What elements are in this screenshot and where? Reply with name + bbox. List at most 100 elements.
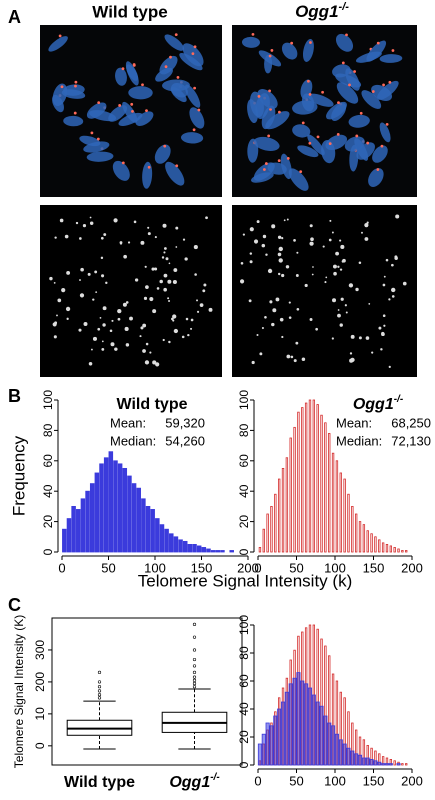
histogram-bar xyxy=(300,680,305,766)
telomere-spot xyxy=(173,328,179,334)
x-axis-label: Telomere Signal Intensity (k) xyxy=(138,571,352,590)
telomere-spot xyxy=(361,231,363,234)
y-tick-label: 0 xyxy=(33,742,47,749)
telomere-spot xyxy=(194,273,197,276)
telomere-spot xyxy=(123,254,127,259)
histogram-bar xyxy=(396,763,401,766)
telomere-spot xyxy=(174,33,178,37)
telomere-spot xyxy=(59,218,64,223)
telomere-spot xyxy=(309,317,313,321)
telomere-spot xyxy=(101,274,105,278)
telomere-spot xyxy=(277,272,281,276)
telomere-spot xyxy=(74,84,77,88)
x-tick-label: 100 xyxy=(324,560,346,575)
telomere-spot xyxy=(328,238,332,242)
telomere-spot xyxy=(140,326,144,330)
telomere-spot xyxy=(339,268,343,271)
telomere-spot xyxy=(140,240,145,245)
histogram-bar xyxy=(320,414,323,553)
telomere-spot xyxy=(355,287,359,292)
histogram-bar xyxy=(351,505,354,553)
outlier xyxy=(192,635,197,639)
telomere-spot xyxy=(53,335,57,339)
telomere-spot xyxy=(342,258,346,263)
telomere-spot xyxy=(164,247,167,250)
histogram-bar xyxy=(127,475,132,553)
telomere-spot xyxy=(256,333,259,336)
telomere-spot xyxy=(249,260,253,264)
telomere-spot xyxy=(315,327,318,331)
telomere-spot xyxy=(340,297,344,301)
y-axis-label: Frequency xyxy=(9,435,28,516)
chromosome xyxy=(154,144,171,164)
telomere-spot xyxy=(272,308,277,313)
histogram-bar xyxy=(296,672,301,766)
histogram-bar xyxy=(220,550,225,553)
chromosome xyxy=(249,91,264,118)
telomere-spot xyxy=(190,318,194,322)
chromosome xyxy=(112,160,130,181)
telomere-spot xyxy=(286,156,290,160)
telomere-spot xyxy=(80,267,84,272)
histogram-bar xyxy=(301,407,304,553)
telomere-spot xyxy=(402,281,407,286)
telomere-spot xyxy=(66,317,69,320)
telomere-spot xyxy=(114,347,118,351)
micrograph-telomere-wt xyxy=(40,205,222,377)
telomere-spot xyxy=(103,233,107,237)
outlier xyxy=(192,670,197,674)
histogram-title-superscript: -/- xyxy=(394,394,404,405)
chromosome xyxy=(165,161,185,186)
chromosome xyxy=(48,36,68,52)
chromosome xyxy=(115,67,127,86)
y-tick-label: 0 xyxy=(237,548,251,555)
telomere-spot xyxy=(249,227,254,232)
telomere-spot xyxy=(191,52,195,55)
telomere-spot xyxy=(129,316,133,321)
y-tick-label: 0 xyxy=(237,761,251,768)
x-tick-label: 50 xyxy=(289,773,303,788)
histogram-bar xyxy=(331,452,335,553)
telomere-spot xyxy=(149,351,152,354)
telomere-spot xyxy=(281,335,284,339)
x-tick-label: 0 xyxy=(58,560,65,575)
histogram-bar xyxy=(384,763,390,766)
telomere-spot xyxy=(261,243,266,248)
telomere-spot xyxy=(283,219,286,222)
telomere-spot xyxy=(290,355,294,359)
telomere-spot xyxy=(99,317,102,319)
y-tick-label: 40 xyxy=(237,484,251,498)
histogram-bar xyxy=(113,460,118,553)
telomere-spot xyxy=(391,49,395,52)
chromosome xyxy=(302,38,314,62)
chromosome xyxy=(297,145,319,158)
chromosome xyxy=(86,102,107,119)
histogram-title-text: Ogg1 xyxy=(353,396,394,413)
telomere-spot xyxy=(193,45,197,49)
chromosome xyxy=(253,136,280,151)
histogram-bar xyxy=(381,542,385,553)
telomere-spot xyxy=(132,63,136,67)
chromosome xyxy=(332,64,351,78)
telomere-spot xyxy=(364,237,369,241)
telomere-spot xyxy=(325,276,328,279)
telomere-spot xyxy=(182,238,186,241)
telomere-spot xyxy=(279,317,284,322)
telomere-spot xyxy=(163,273,168,278)
histogram-bar xyxy=(307,687,313,766)
histogram-bar xyxy=(266,513,269,553)
telomere-spot xyxy=(358,336,362,340)
chromosome xyxy=(336,82,359,104)
telomere-spot xyxy=(253,239,259,244)
telomere-spot xyxy=(102,323,106,327)
telomere-spot xyxy=(388,365,391,368)
telomere-spot xyxy=(162,223,167,228)
telomere-spot xyxy=(175,164,179,168)
telomere-spot xyxy=(100,256,104,260)
histogram-title: Ogg1-/- xyxy=(353,394,404,414)
y-tick-label: 80 xyxy=(41,423,55,437)
chromosome xyxy=(280,153,292,180)
histogram-bar xyxy=(285,457,289,553)
telomere-spot xyxy=(321,90,324,94)
